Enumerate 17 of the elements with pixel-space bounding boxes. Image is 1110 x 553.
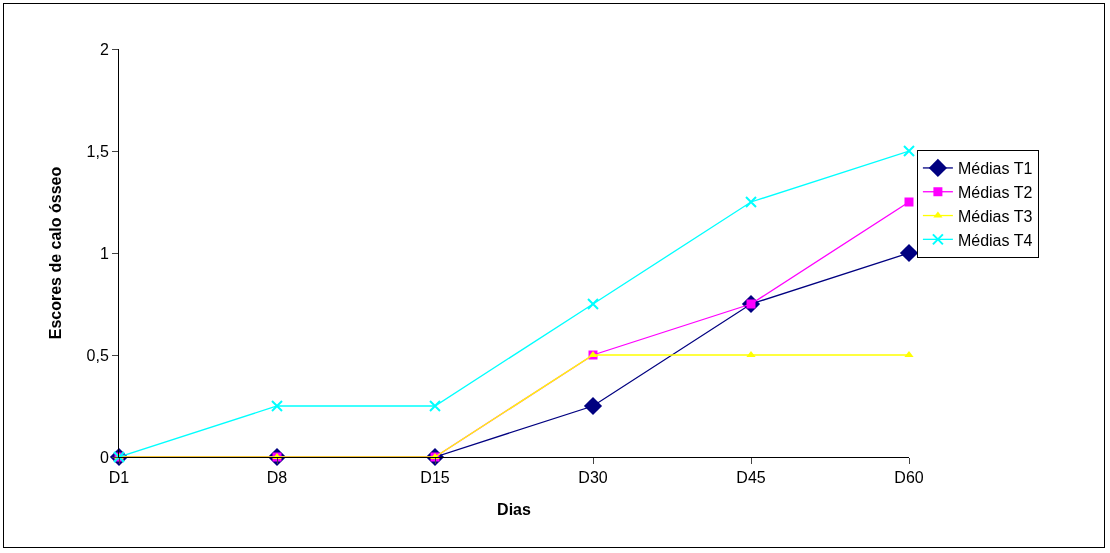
legend-label: Médias T1 — [957, 160, 1033, 178]
y-tick-label: 1 — [99, 244, 109, 262]
x-tick-label: D15 — [420, 469, 450, 487]
y-tick-label: 0 — [99, 448, 109, 466]
x-tick-label: D30 — [578, 469, 608, 487]
legend-label: Médias T2 — [957, 183, 1033, 201]
x-tick-label: D8 — [266, 469, 288, 487]
y-axis-title: Escores de calo ósseo — [47, 166, 65, 340]
x-tick-label: D60 — [894, 469, 924, 487]
y-tick-label: 1,5 — [86, 142, 109, 160]
legend-label: Médias T3 — [957, 207, 1033, 225]
legend-label: Médias T4 — [957, 231, 1033, 249]
x-tick-label: D45 — [736, 469, 766, 487]
x-tick-label: D1 — [108, 469, 130, 487]
y-tick-label: 0,5 — [86, 346, 109, 364]
y-tick-label: 2 — [99, 40, 109, 58]
x-axis-title: Dias — [497, 500, 531, 518]
